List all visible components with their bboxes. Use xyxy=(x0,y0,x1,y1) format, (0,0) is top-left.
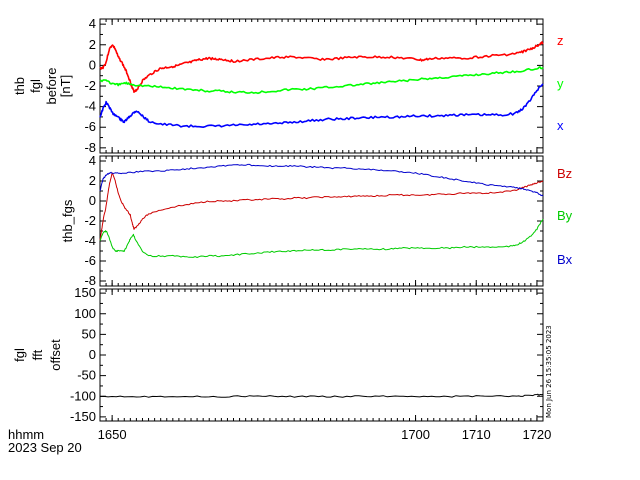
legend-By: By xyxy=(557,208,573,223)
y-tick-label: 150 xyxy=(74,285,96,300)
panel-fgl-before: -8 -6 -4 -2 0 2 4 z y x thb fgl before [nT] xyxy=(12,16,564,155)
legend-y: y xyxy=(557,76,564,91)
y-tick-label: 4 xyxy=(89,16,96,31)
series-line-Bx xyxy=(99,163,544,197)
y-tick-label: 0 xyxy=(89,193,96,208)
y-tick-label: 4 xyxy=(89,153,96,168)
panel-frame xyxy=(99,18,544,154)
y-axis-label: offset xyxy=(48,339,63,371)
series-line-y xyxy=(99,66,544,95)
legend-z: z xyxy=(557,33,564,48)
legend-Bx: Bx xyxy=(557,252,573,267)
x-axis-label-date: 2023 Sep 20 xyxy=(8,440,82,455)
x-tick-label: 1720 xyxy=(522,427,551,442)
legend-Bz: Bz xyxy=(557,166,572,181)
panel-fgs: -8 -6 -4 -2 0 2 4 Bz By Bx thb_fgs xyxy=(60,153,573,288)
x-tick-label: 1710 xyxy=(462,427,491,442)
panel-fft-offset: -150 -100 -50 0 50 100 150 fgl fft offset xyxy=(12,285,544,424)
y-axis-label: before xyxy=(44,68,59,105)
y-tick-label: -4 xyxy=(84,233,96,248)
y-axis-label: thb xyxy=(12,77,27,95)
timestamp-stamp: Mon Jun 26 15:35:05 2023 xyxy=(545,325,553,418)
series-line-Bz xyxy=(99,172,544,241)
series-line-z xyxy=(99,41,544,93)
x-tick-label: 1700 xyxy=(401,427,430,442)
y-axis-label: [nT] xyxy=(58,75,73,97)
y-tick-label: 2 xyxy=(89,37,96,52)
y-tick-label: -2 xyxy=(84,78,96,93)
y-tick-label: -6 xyxy=(84,119,96,134)
y-tick-label: -2 xyxy=(84,213,96,228)
series-line-offset xyxy=(99,393,544,398)
y-tick-label: -8 xyxy=(84,273,96,288)
y-axis-label: fgl xyxy=(12,348,27,362)
y-tick-label: 0 xyxy=(89,57,96,72)
y-tick-label: -50 xyxy=(77,368,96,383)
legend-x: x xyxy=(557,118,564,133)
y-tick-label: -6 xyxy=(84,253,96,268)
y-tick-label: -150 xyxy=(70,409,96,424)
y-tick-label: 100 xyxy=(74,306,96,321)
x-axis-label-units: hhmm xyxy=(8,427,44,442)
y-tick-label: -8 xyxy=(84,140,96,155)
series-line-x xyxy=(99,83,544,128)
y-tick-label: 50 xyxy=(82,326,96,341)
y-axis-label: thb_fgs xyxy=(60,199,75,242)
y-tick-label: -100 xyxy=(70,388,96,403)
y-tick-label: 2 xyxy=(89,173,96,188)
panel-frame xyxy=(99,288,544,422)
x-tick-label: 1650 xyxy=(98,427,127,442)
y-tick-label: -4 xyxy=(84,99,96,114)
y-axis-label: fgl xyxy=(28,79,43,93)
y-axis-label: fft xyxy=(30,349,45,360)
y-tick-label: 0 xyxy=(89,347,96,362)
series-line-By xyxy=(99,218,544,258)
panel-frame xyxy=(99,155,544,287)
